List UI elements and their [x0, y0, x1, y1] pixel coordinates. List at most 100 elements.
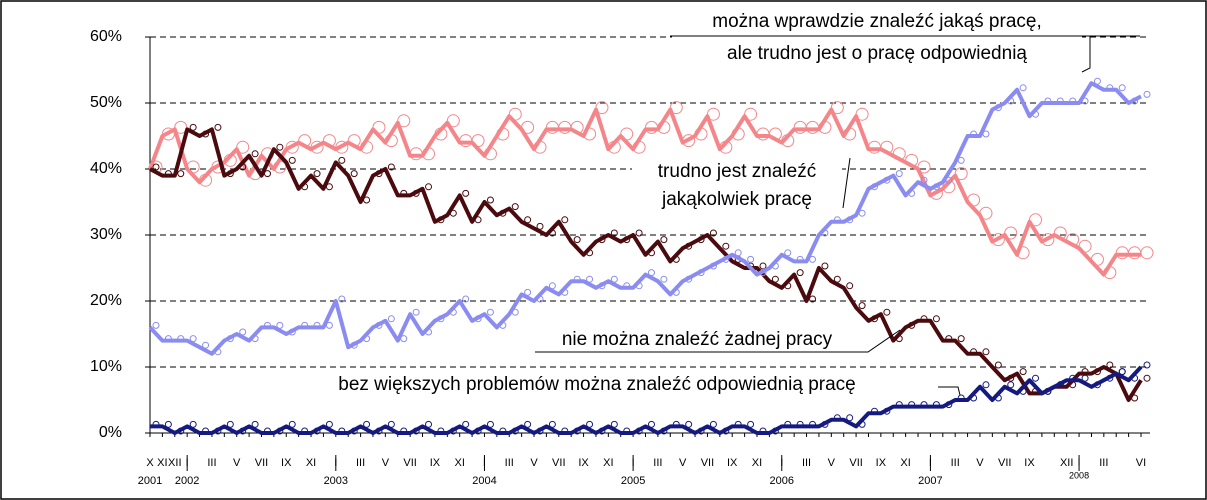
point-marker: [648, 420, 655, 428]
point-marker: [1066, 233, 1080, 247]
point-marker: [660, 275, 668, 283]
point-marker: [152, 321, 160, 329]
point-marker: [1019, 368, 1027, 376]
point-marker: [796, 269, 804, 277]
point-marker: [372, 120, 386, 134]
point-marker: [1016, 246, 1030, 260]
point-marker: [1140, 246, 1154, 260]
point-marker: [437, 427, 445, 435]
point-marker: [471, 134, 485, 148]
point-marker: [833, 216, 841, 224]
point-marker: [164, 420, 172, 428]
year-label: 2003: [324, 475, 348, 487]
point-marker: [846, 414, 854, 422]
point-marker: [830, 101, 844, 115]
point-marker: [363, 196, 371, 204]
point-marker: [709, 420, 717, 428]
point-marker: [1044, 97, 1052, 105]
point-marker: [548, 420, 556, 428]
point-marker: [573, 427, 581, 435]
point-marker: [322, 134, 336, 148]
point-marker: [437, 216, 445, 224]
x-tick-label: V: [976, 457, 984, 469]
point-marker: [880, 140, 894, 154]
point-marker: [360, 140, 374, 154]
point-marker: [1081, 368, 1089, 376]
series-line: [148, 81, 1142, 356]
x-tick-label: XI: [157, 457, 167, 469]
point-marker: [994, 104, 1002, 112]
point-marker: [387, 420, 395, 428]
point-marker: [536, 295, 544, 303]
point-marker: [809, 420, 817, 428]
point-marker: [759, 262, 767, 270]
x-tick-label: IX: [876, 457, 887, 469]
year-label: 2001: [138, 475, 162, 487]
point-marker: [945, 176, 953, 184]
point-marker: [251, 420, 259, 428]
point-marker: [669, 101, 683, 115]
point-marker: [908, 321, 916, 329]
point-marker: [412, 189, 420, 197]
point-marker: [189, 123, 197, 131]
point-marker: [561, 216, 569, 224]
point-marker: [1118, 368, 1126, 376]
point-marker: [536, 222, 544, 230]
year-label: 2008: [1069, 470, 1089, 480]
point-marker: [1007, 374, 1015, 382]
annotation: można wprawdzie znaleźć jakąś pracę,: [712, 11, 1042, 32]
point-marker: [697, 427, 705, 435]
point-marker: [350, 427, 358, 435]
point-marker: [932, 315, 940, 323]
point-marker: [483, 147, 497, 161]
point-marker: [561, 288, 569, 296]
point-marker: [846, 282, 854, 290]
point-marker: [858, 302, 866, 310]
point-marker: [536, 427, 544, 435]
point-marker: [301, 321, 309, 329]
y-tick-label: 10%: [90, 358, 122, 375]
point-marker: [174, 120, 188, 134]
point-marker: [809, 255, 817, 263]
point-marker: [991, 233, 1005, 247]
point-marker: [1093, 77, 1101, 85]
point-marker: [796, 255, 804, 263]
point-marker: [697, 269, 705, 277]
point-marker: [400, 189, 408, 197]
point-marker: [905, 153, 919, 167]
y-tick-label: 0%: [99, 424, 122, 441]
point-marker: [239, 427, 247, 435]
annotation: ale trudno jest o pracę odpowiednią: [727, 43, 1027, 64]
point-marker: [920, 176, 928, 184]
point-marker: [1032, 110, 1040, 118]
point-marker: [298, 134, 312, 148]
point-marker: [833, 414, 841, 422]
y-tick-label: 50%: [90, 94, 122, 111]
point-marker: [186, 160, 200, 174]
point-marker: [1131, 97, 1139, 105]
point-marker: [1041, 233, 1055, 247]
y-tick-label: 40%: [90, 160, 122, 177]
callout: [938, 386, 961, 396]
year-label: 2006: [770, 475, 794, 487]
point-marker: [387, 315, 395, 323]
point-marker: [499, 427, 507, 435]
point-marker: [685, 420, 693, 428]
point-marker: [843, 127, 857, 141]
point-marker: [301, 427, 309, 435]
point-marker: [496, 127, 510, 141]
callout: [842, 157, 851, 209]
point-marker: [338, 427, 346, 435]
point-marker: [1004, 226, 1018, 240]
point-marker: [1103, 266, 1117, 280]
point-marker: [397, 114, 411, 128]
point-marker: [920, 401, 928, 409]
point-marker: [310, 140, 324, 154]
point-marker: [610, 420, 618, 428]
point-marker: [979, 206, 993, 220]
point-marker: [288, 156, 296, 164]
point-marker: [595, 101, 609, 115]
annotation-bg: [632, 158, 842, 214]
point-marker: [747, 420, 755, 428]
point-marker: [967, 193, 981, 207]
